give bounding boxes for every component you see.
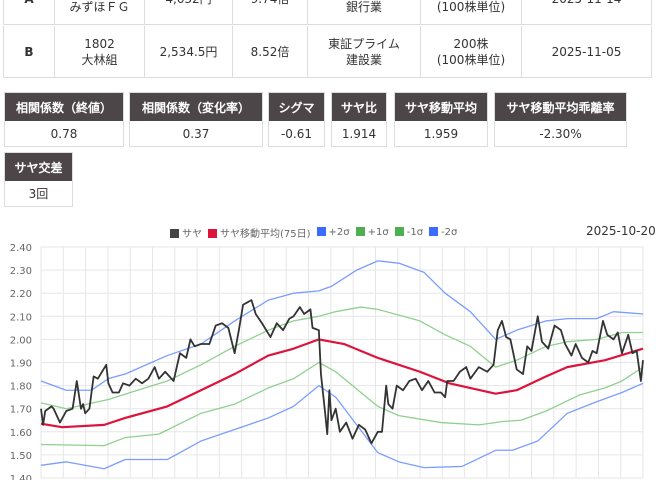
- legend-swatch-icon: [208, 229, 217, 238]
- y-tick-label: 2.30: [10, 266, 32, 277]
- row-label: A: [4, 0, 55, 24]
- legend-swatch-icon: [429, 227, 439, 236]
- legend-item[interactable]: サヤ移動平均(75日): [208, 225, 311, 240]
- unit-cell: (100株単位): [421, 0, 522, 24]
- per: 8.52倍: [233, 26, 308, 77]
- chart-legend: サヤ サヤ移動平均(75日) +2σ +1σ -1σ -2σ: [170, 225, 457, 240]
- sector: 銀行業: [345, 0, 382, 14]
- y-tick-label: 2.10: [10, 312, 32, 323]
- stat-spread-cross: サヤ交差 3回: [4, 152, 73, 207]
- price: 4,632円: [145, 0, 233, 24]
- stat-value: 3回: [5, 181, 72, 206]
- unit: 200株: [453, 36, 489, 51]
- market: 東証プライム: [328, 36, 400, 51]
- y-tick-label: 2.00: [10, 335, 32, 346]
- row-label: B: [4, 26, 55, 77]
- stat-label: サヤ比: [332, 93, 386, 121]
- series-line-band: [40, 260, 644, 391]
- series-line-band: [40, 382, 644, 470]
- pair-row-b: B 1802 大林組 2,534.5円 8.52倍 東証プライム 建設業 200株(…: [3, 26, 652, 78]
- stat-label: サヤ移動平均: [395, 93, 487, 121]
- stock-cell: みずほＦＧ: [55, 0, 145, 24]
- series-line-band: [40, 306, 643, 410]
- market-cell: 銀行業: [308, 0, 421, 24]
- legend-item[interactable]: -1σ: [394, 227, 424, 238]
- series-line-moving-average: [40, 338, 644, 429]
- stat-spread-ratio: サヤ比 1.914: [331, 92, 387, 147]
- legend-label: +1σ: [367, 227, 389, 238]
- date: 2025-11-05: [551, 44, 622, 59]
- unit-note: (100株単位): [436, 0, 506, 14]
- stat-label: サヤ移動平均乖離率: [495, 93, 626, 121]
- legend-swatch-icon: [394, 227, 404, 236]
- stat-label: 相関係数（終値）: [5, 93, 123, 121]
- y-tick-label: 2.20: [10, 289, 32, 300]
- legend-label: -2σ: [441, 227, 458, 238]
- stock-code: 1802: [84, 36, 115, 51]
- y-tick-label: 1.70: [10, 405, 32, 416]
- y-tick-label: 1.50: [10, 451, 32, 462]
- unit-cell: 200株 (100株単位): [421, 26, 522, 77]
- legend-swatch-icon: [316, 227, 326, 236]
- stat-spread-ma: サヤ移動平均 1.959: [394, 92, 488, 147]
- legend-item[interactable]: +1σ: [355, 227, 389, 238]
- stat-value: 1.959: [395, 121, 487, 146]
- y-tick-label: 2.40: [10, 243, 32, 254]
- unit-note: (100株単位): [436, 52, 506, 67]
- market-cell: 東証プライム 建設業: [308, 26, 421, 77]
- stat-value: 0.78: [5, 121, 123, 146]
- y-tick-label: 1.90: [10, 359, 32, 370]
- legend-label: +2σ: [328, 227, 350, 238]
- stat-value: 1.914: [332, 121, 386, 146]
- y-tick-label: 1.40: [10, 474, 32, 480]
- y-tick-label: 1.80: [10, 382, 32, 393]
- chart-date-label: 2025-10-20: [586, 224, 656, 238]
- legend-label: -1σ: [406, 227, 424, 238]
- stat-label: シグマ: [269, 93, 324, 121]
- stat-value: -2.30%: [495, 121, 626, 146]
- legend-swatch-icon: [355, 227, 365, 236]
- stat-value: 0.37: [130, 121, 262, 146]
- legend-item[interactable]: -2σ: [429, 227, 457, 238]
- series-line-band: [40, 361, 644, 447]
- stat-value: -0.61: [269, 121, 324, 146]
- legend-label: サヤ移動平均(75日): [220, 229, 311, 240]
- stat-spread-ma-deviation: サヤ移動平均乖離率 -2.30%: [494, 92, 627, 147]
- stat-sigma: シグマ -0.61: [268, 92, 325, 147]
- stat-correlation-close: 相関係数（終値） 0.78: [4, 92, 124, 147]
- legend-item[interactable]: サヤ: [170, 225, 202, 240]
- stat-label: サヤ交差: [5, 153, 72, 181]
- series-line-spread: [40, 299, 644, 445]
- stock-cell: 1802 大林組: [55, 26, 145, 77]
- y-tick-label: 1.60: [10, 428, 32, 439]
- stat-label: 相関係数（変化率）: [130, 93, 262, 121]
- legend-label: サヤ: [182, 229, 202, 240]
- stat-correlation-change: 相関係数（変化率） 0.37: [129, 92, 263, 147]
- legend-swatch-icon: [170, 229, 179, 238]
- per: 9.74倍: [233, 0, 308, 24]
- date: 2025-11-14: [522, 0, 651, 24]
- legend-item[interactable]: +2σ: [316, 227, 350, 238]
- stock-name[interactable]: 大林組: [81, 52, 118, 67]
- stock-name[interactable]: みずほＦＧ: [69, 0, 130, 14]
- pair-row-a: A みずほＦＧ 4,632円 9.74倍 銀行業 (100株単位) 2025-1…: [3, 0, 652, 25]
- price: 2,534.5円: [145, 26, 233, 77]
- sector: 建設業: [345, 52, 382, 67]
